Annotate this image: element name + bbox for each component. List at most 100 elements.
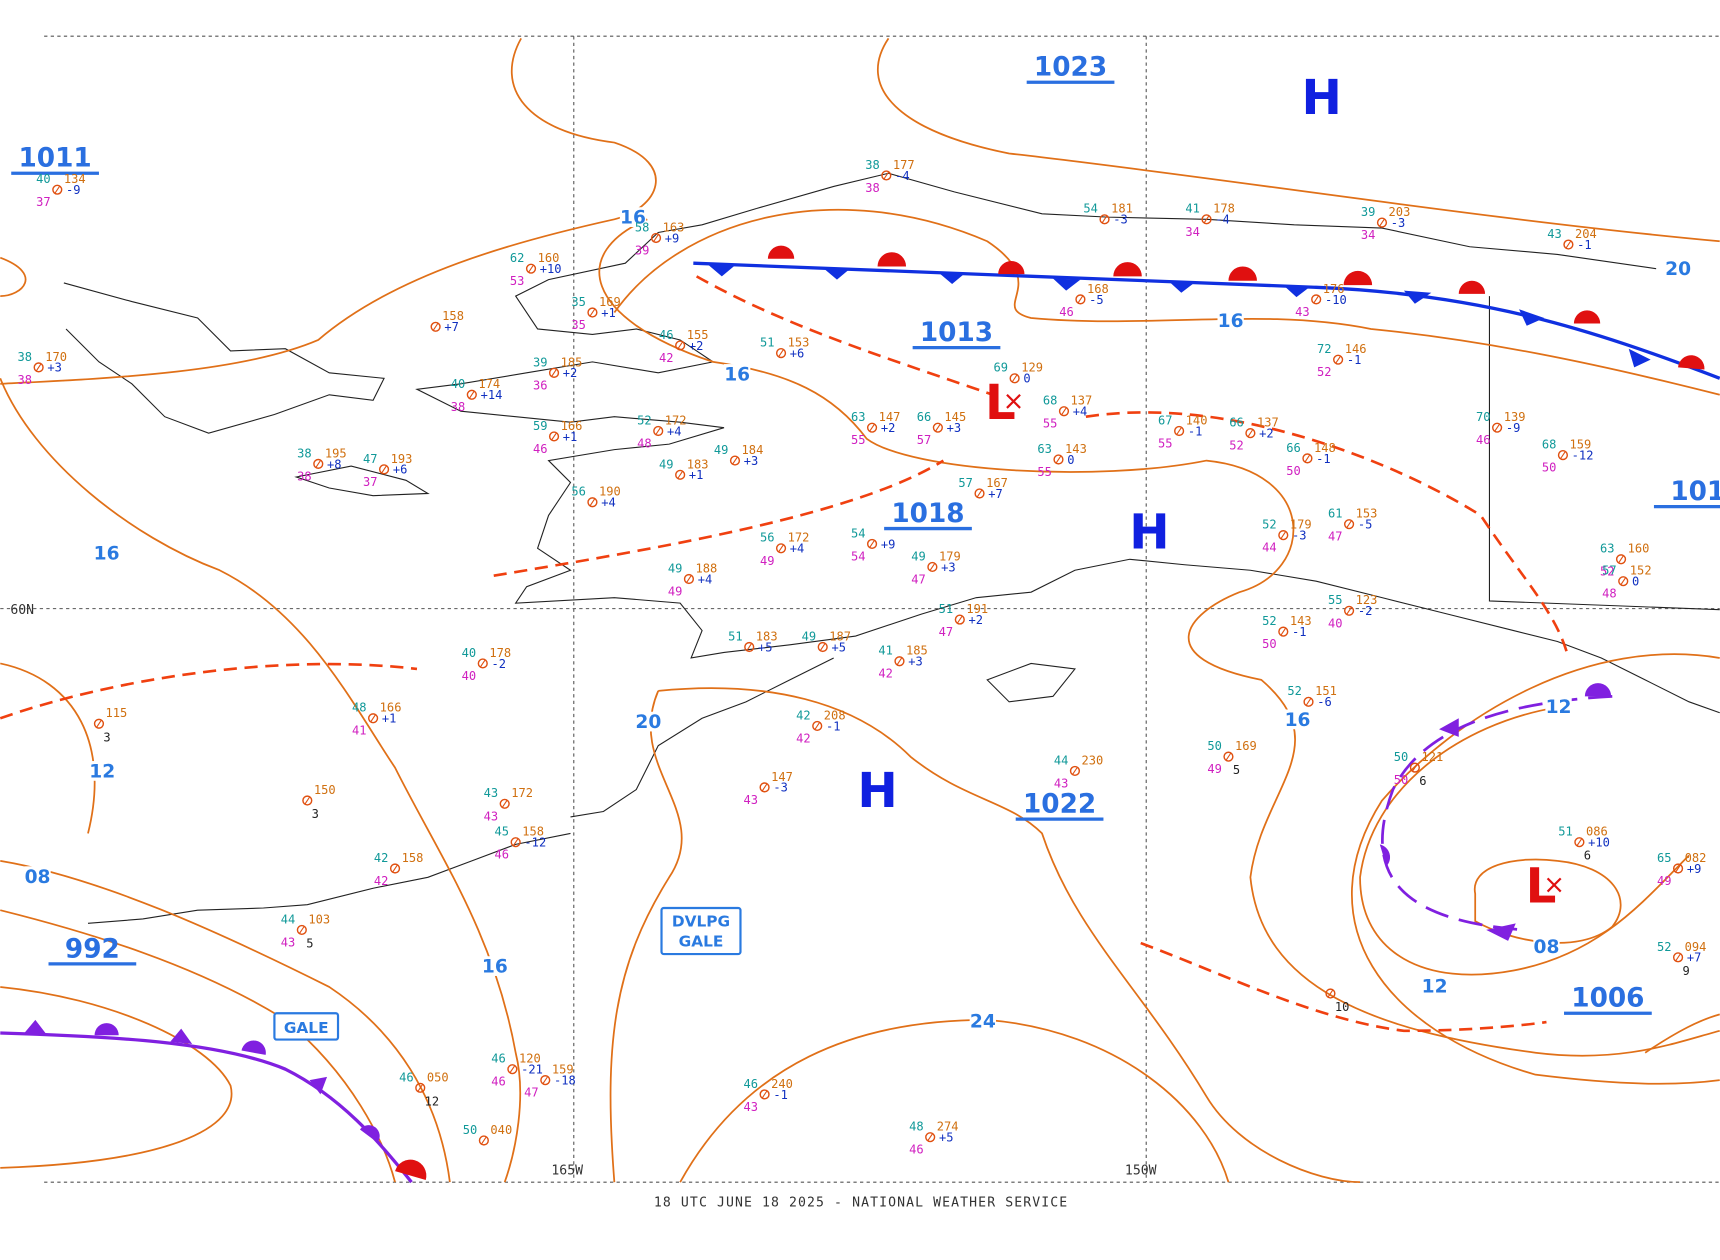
station-temp: 56: [571, 485, 586, 499]
station-dewpoint: 49: [1207, 762, 1222, 776]
station-dewpoint: 38: [865, 181, 880, 195]
station-pressure: 094: [1685, 940, 1707, 954]
station-slash: [1176, 427, 1182, 435]
station: 39 203-3 34: [1361, 205, 1410, 242]
station-circle: [775, 543, 787, 554]
station-circle: [415, 1082, 426, 1093]
station-circle: [33, 362, 44, 373]
isobar-label: 12: [1546, 697, 1572, 718]
station-pressure: 151: [1315, 684, 1337, 698]
station-pressure: 178: [1213, 202, 1235, 216]
station-temp: 49: [668, 561, 683, 575]
station-temp: 66: [917, 410, 932, 424]
station: 44 103 43 5: [281, 912, 330, 950]
station-slash: [976, 489, 983, 498]
station-circle: [1615, 554, 1627, 565]
station: 56 172+4 49: [760, 531, 809, 568]
graticule: [0, 35, 1720, 1183]
station-dewpoint: 47: [524, 1086, 539, 1100]
station-circle: [653, 425, 664, 437]
station-dewpoint: 46: [491, 1075, 506, 1089]
station: 38 195+8 38: [297, 446, 346, 483]
station-circle: [1058, 406, 1070, 417]
station-slash: [883, 171, 889, 180]
station-pressure: 179: [939, 549, 961, 563]
station-slash: [814, 722, 820, 730]
station-circle: [1409, 762, 1420, 773]
station-circle: [1492, 422, 1503, 433]
station-slash: [1225, 753, 1232, 761]
station-pressure: 274: [937, 1120, 959, 1134]
station-tendency: +10: [540, 262, 562, 276]
station-pressure: 191: [966, 602, 988, 616]
station-dewpoint: 49: [1657, 874, 1672, 888]
station-tendency: -2: [492, 657, 507, 671]
station-temp: 63: [1037, 442, 1052, 456]
station-temp: 72: [1317, 342, 1332, 356]
station-pressure: 137: [1071, 394, 1093, 408]
station-pressure: 155: [687, 328, 709, 342]
station-slash: [778, 349, 784, 357]
station-circle: [1303, 696, 1314, 707]
station-pressure: 193: [391, 452, 413, 466]
isobar-label-bg: [1217, 310, 1244, 331]
station-slash: [1412, 764, 1418, 772]
station: 57 167+7: [958, 476, 1007, 501]
station-slash: [1335, 356, 1341, 364]
station-dewpoint: 46: [495, 848, 510, 862]
station-temp: 51: [1558, 825, 1573, 839]
station-slash: [1346, 607, 1352, 615]
station: 68 159-12 50: [1542, 438, 1594, 475]
station-pressure: 167: [986, 476, 1008, 490]
high-center: H: [1301, 70, 1341, 126]
station-circle: [1201, 214, 1212, 225]
station-circle: [93, 718, 105, 729]
station-pressure: 158: [442, 309, 464, 323]
station-dewpoint: 43: [1054, 776, 1069, 790]
station-slash: [469, 391, 475, 399]
grid-label: 165W: [551, 1163, 583, 1178]
station-temp: 43: [484, 786, 499, 800]
station: 58 163+9 39: [635, 220, 684, 257]
station-circle: [548, 367, 560, 378]
isobar-label-bg: [1421, 975, 1448, 996]
station-extra: 3: [103, 730, 110, 744]
isobar-label-bg: [93, 542, 120, 563]
station-circle: [313, 458, 324, 469]
station-slash: [1055, 455, 1062, 464]
station: 46 155+2 42: [659, 328, 708, 365]
station-temp: 51: [728, 629, 743, 643]
station-pressure: 160: [538, 251, 560, 265]
station-tendency: +5: [831, 640, 846, 654]
station-pressure: 153: [788, 336, 810, 350]
station-pressure: 082: [1685, 851, 1707, 865]
station: 62 160+10 53: [510, 251, 562, 288]
station-temp: 47: [363, 452, 378, 466]
high-center: H: [1129, 504, 1169, 560]
station-temp: 49: [911, 549, 926, 563]
station-tendency: -2: [1358, 604, 1373, 618]
station-slash: [304, 796, 310, 805]
station-tendency: +1: [689, 468, 704, 482]
low-cross: [1006, 394, 1021, 409]
station: 56 190+4: [571, 485, 620, 510]
station-temp: 42: [374, 851, 389, 865]
station-circle: [1333, 354, 1344, 365]
station-pressure: 208: [824, 708, 846, 722]
station: 43 172 43: [484, 786, 533, 823]
station-dewpoint: 37: [363, 475, 378, 489]
station-temp: 38: [18, 350, 33, 364]
station-temp: 52: [1262, 518, 1277, 532]
station-dewpoint: 52: [1317, 365, 1332, 379]
station-tendency: +5: [758, 640, 773, 654]
station-pressure: 168: [1087, 282, 1109, 296]
station: 55 123-2 40: [1328, 593, 1377, 630]
isobar-label: 12: [1422, 976, 1448, 997]
station-pressure: 040: [490, 1123, 512, 1137]
station-slash: [1313, 295, 1319, 303]
isobar-label: 08: [25, 867, 51, 888]
station: 51 153+6: [760, 336, 809, 361]
station-temp: 43: [1547, 227, 1562, 241]
